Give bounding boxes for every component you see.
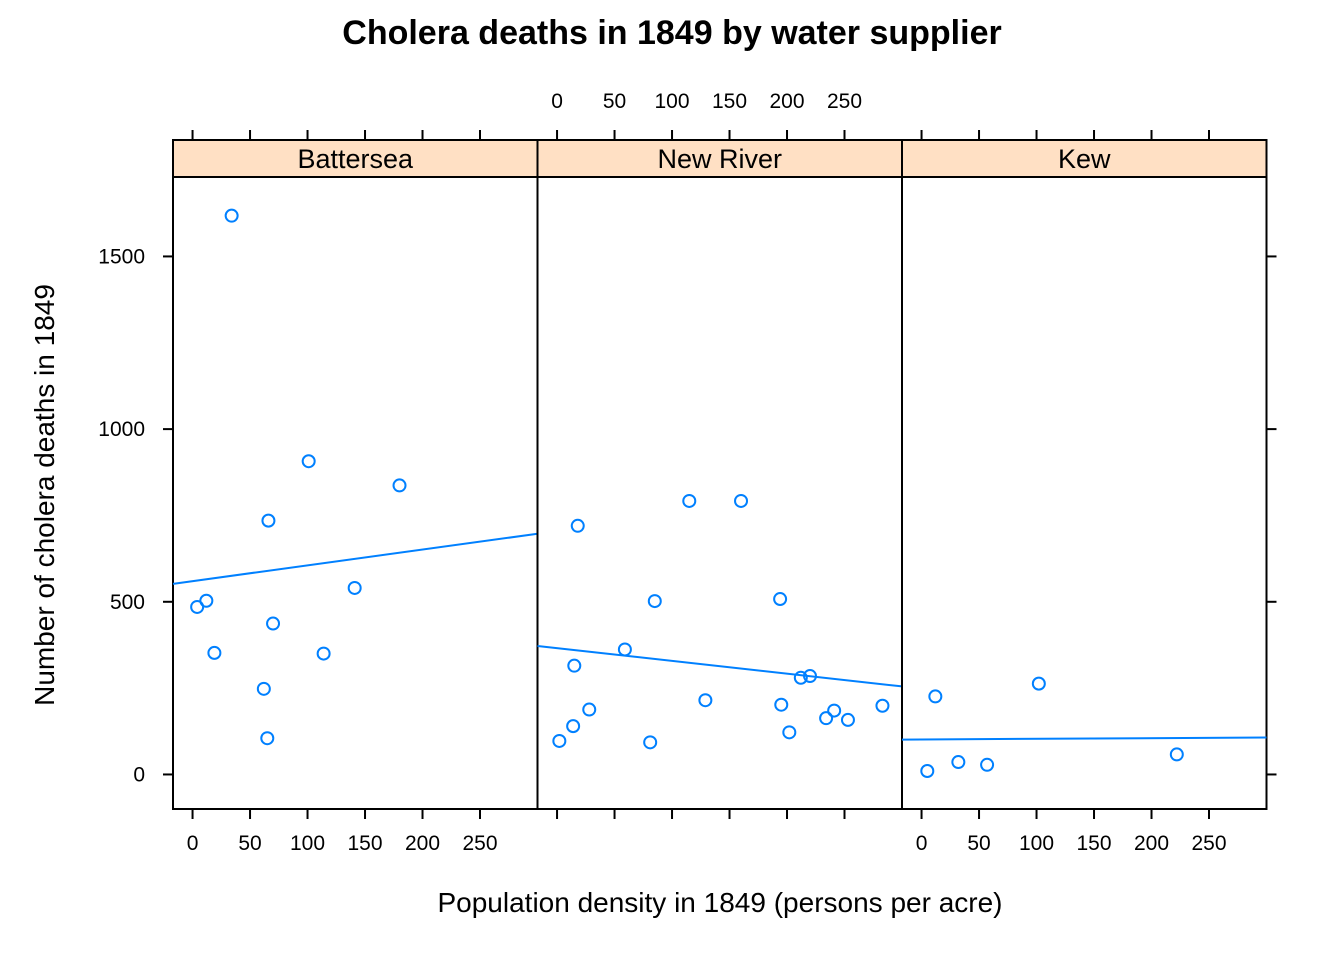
x-tick-label: 100: [655, 90, 690, 113]
x-tick-label: 50: [238, 832, 261, 855]
data-point: [682, 493, 697, 508]
data-point: [1169, 747, 1184, 762]
x-tick-label: 250: [1191, 832, 1226, 855]
data-point: [840, 712, 855, 727]
fit-line: [537, 644, 903, 688]
data-point: [827, 703, 842, 718]
data-point: [1031, 676, 1046, 691]
data-point: [734, 493, 749, 508]
x-axis-title: Population density in 1849 (persons per …: [437, 887, 1002, 918]
data-point: [552, 733, 567, 748]
data-point: [643, 735, 658, 750]
data-point: [567, 658, 582, 673]
strip-label: Battersea: [297, 144, 414, 174]
data-point: [773, 592, 788, 607]
x-tick-label: 200: [1134, 832, 1169, 855]
x-tick-label: 50: [603, 90, 626, 113]
x-tick-label: 100: [290, 832, 325, 855]
data-point: [582, 702, 597, 717]
data-point: [256, 681, 271, 696]
x-tick-label: 100: [1019, 832, 1054, 855]
y-axis-title: Number of cholera deaths in 1849: [29, 284, 60, 706]
data-point: [819, 711, 834, 726]
data-point: [928, 689, 943, 704]
data-point: [875, 698, 890, 713]
data-point: [224, 208, 239, 223]
data-point: [980, 757, 995, 772]
fit-line: [901, 736, 1267, 741]
x-tick-label: 0: [187, 832, 199, 855]
data-point: [774, 697, 789, 712]
x-tick-label: 150: [348, 832, 383, 855]
data-point: [260, 731, 275, 746]
x-tick-label: 150: [712, 90, 747, 113]
data-point: [698, 693, 713, 708]
data-point: [782, 725, 797, 740]
data-point: [316, 646, 331, 661]
x-tick-label: 0: [551, 90, 563, 113]
panel-frame: [901, 176, 1268, 810]
data-point: [570, 518, 585, 533]
data-point: [199, 593, 214, 608]
y-tick-label: 1000: [98, 418, 145, 441]
x-tick-label: 250: [827, 90, 862, 113]
x-tick-label: 150: [1077, 832, 1112, 855]
data-point: [566, 719, 581, 734]
y-tick-label: 1500: [98, 245, 145, 268]
x-tick-label: 200: [405, 832, 440, 855]
data-point: [301, 454, 316, 469]
panel-frame: [172, 176, 539, 810]
data-point: [793, 670, 808, 685]
data-point: [920, 764, 935, 779]
data-point: [951, 755, 966, 770]
data-point: [347, 580, 362, 595]
x-tick-label: 50: [967, 832, 990, 855]
y-tick-label: 500: [110, 591, 145, 614]
fit-line: [172, 532, 538, 585]
x-tick-label: 0: [916, 832, 928, 855]
y-tick-label: 0: [133, 763, 145, 786]
chart-title: Cholera deaths in 1849 by water supplier: [342, 14, 1001, 52]
strip-label: New River: [657, 144, 782, 174]
data-point: [207, 645, 222, 660]
data-point: [392, 478, 407, 493]
x-tick-label: 250: [462, 832, 497, 855]
data-point: [617, 642, 632, 657]
strip-2: [901, 139, 1268, 178]
data-point: [266, 616, 281, 631]
strip-0: [172, 139, 539, 178]
chart-panels: Battersea 0 50 100 150 200 250 New River 0 50 100 1…: [98, 90, 1277, 855]
strip-label: Kew: [1058, 144, 1111, 174]
x-tick-label: 200: [769, 90, 804, 113]
data-point: [647, 594, 662, 609]
data-point: [261, 513, 276, 528]
data-point: [803, 669, 818, 684]
